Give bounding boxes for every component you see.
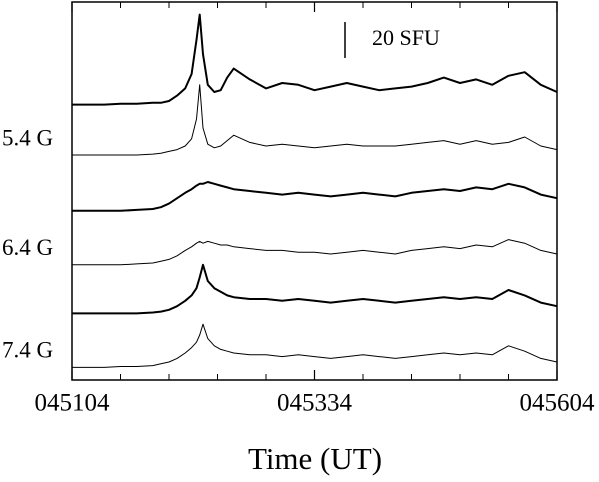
- trace: [72, 323, 558, 368]
- x-tick-label: 045334: [277, 390, 353, 417]
- series-label: 7.4 G: [2, 338, 53, 363]
- series-label: 5.4 G: [2, 125, 53, 150]
- x-tick-label: 045104: [35, 390, 111, 417]
- trace: [72, 84, 558, 156]
- series-label: 6.4 G: [2, 235, 53, 260]
- trace: [72, 239, 558, 266]
- trace: [72, 13, 558, 106]
- plot-frame: [71, 1, 558, 381]
- x-axis-label: Time (UT): [248, 441, 382, 476]
- trace: [72, 263, 558, 315]
- x-tick-label: 045604: [520, 390, 596, 417]
- trace: [72, 181, 558, 212]
- scale-bar-label: 20 SFU: [372, 25, 440, 50]
